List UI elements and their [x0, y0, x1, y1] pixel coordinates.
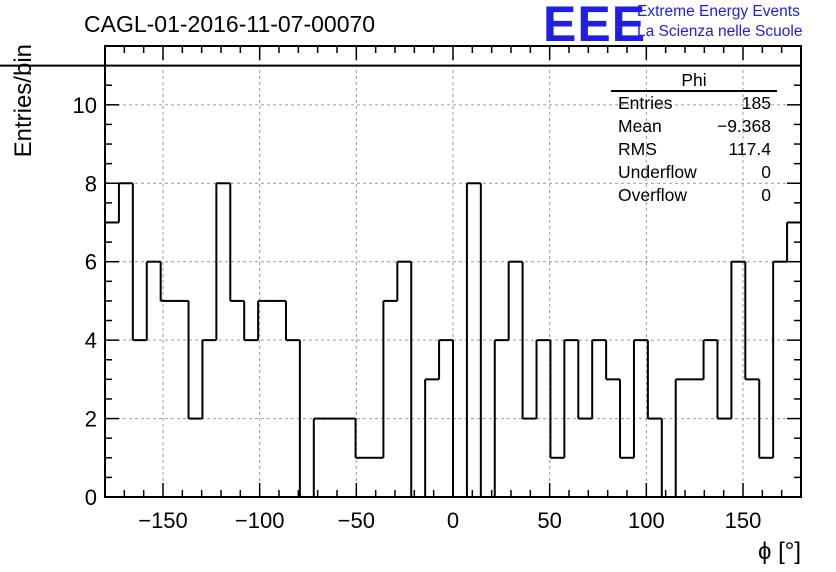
- y-tick-label: 8: [85, 171, 97, 196]
- stats-label: Mean: [618, 116, 662, 136]
- x-tick-label: −100: [235, 508, 285, 533]
- x-tick-label: −50: [338, 508, 375, 533]
- x-tick-label: 50: [537, 508, 561, 533]
- eee-logo: EEE Extreme Energy Events La Scienza nel…: [543, 0, 833, 52]
- stats-value: −9.368: [716, 116, 771, 136]
- stats-title: Phi: [611, 70, 777, 92]
- stats-row-underflow: Underflow 0: [611, 161, 777, 184]
- y-tick-label: 2: [85, 407, 97, 432]
- stats-value: 0: [761, 162, 771, 182]
- logo-line1: Extreme Energy Events: [637, 3, 800, 20]
- chart-title: CAGL-01-2016-11-07-00070: [84, 11, 376, 37]
- x-axis-label: ϕ [°]: [758, 538, 801, 565]
- axis-layer: [104, 45, 802, 498]
- y-tick-label: 6: [85, 250, 97, 275]
- stats-value: 185: [741, 93, 771, 113]
- y-tick-label: 4: [85, 328, 97, 353]
- y-tick-label: 0: [85, 485, 97, 510]
- x-tick-label: −150: [138, 508, 188, 533]
- label-layer: −150 −100 −50 0 50 100 150 0 2 4 6 8 10 ϕ [°] Entries/…: [10, 44, 801, 565]
- stats-value: 117.4: [728, 139, 772, 159]
- stats-box: Phi Entries 185 Mean −9.368 RMS 117.4 Un…: [611, 70, 777, 207]
- logo-mark: EEE: [543, 0, 647, 52]
- stats-label: RMS: [618, 139, 657, 159]
- logo-line2: La Scienza nelle Scuole: [637, 23, 803, 40]
- stats-row-rms: RMS 117.4: [611, 138, 777, 161]
- y-axis-label: Entries/bin: [10, 44, 37, 157]
- x-tick-label: 150: [725, 508, 762, 533]
- y-tick-label: 10: [73, 93, 97, 118]
- stats-row-entries: Entries 185: [611, 92, 777, 115]
- x-tick-label: 0: [447, 508, 459, 533]
- stats-label: Overflow: [618, 185, 688, 205]
- stats-label: Entries: [618, 93, 673, 113]
- stats-label: Underflow: [618, 162, 697, 182]
- x-tick-label: 100: [628, 508, 665, 533]
- stats-value: 0: [761, 185, 771, 205]
- stats-row-mean: Mean −9.368: [611, 115, 777, 138]
- stats-row-overflow: Overflow 0: [611, 184, 777, 207]
